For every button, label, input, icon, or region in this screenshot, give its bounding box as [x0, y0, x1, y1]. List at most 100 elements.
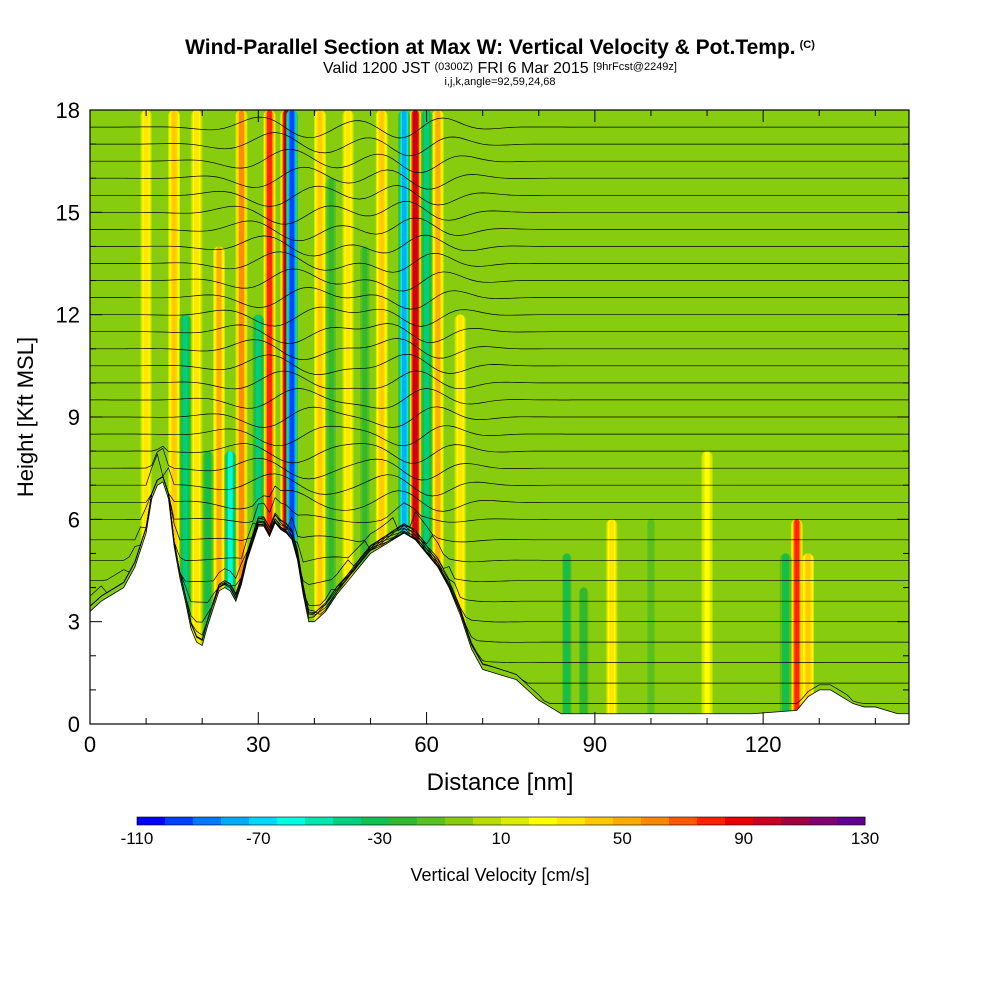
- y-axis-label: Height [Kft MSL]: [13, 337, 38, 497]
- isotherm-line: [90, 476, 909, 606]
- colorbar-swatch: [305, 817, 334, 825]
- isotherm-line: [90, 476, 909, 563]
- chart-title-row: Wind-Parallel Section at Max W: Vertical…: [0, 36, 1000, 60]
- colorbar-swatch: [361, 817, 390, 825]
- colorbar-swatch: [753, 817, 782, 825]
- updraft-band: [345, 110, 351, 724]
- valid-date: FRI 6 Mar 2015: [477, 60, 589, 77]
- colorbar-swatch: [669, 817, 698, 825]
- isotherm-line: [90, 406, 909, 428]
- updraft-band: [805, 553, 811, 724]
- colorbar-frame: [136, 816, 866, 826]
- downdraft-band: [564, 553, 570, 724]
- y-tick-label: 6: [68, 507, 80, 532]
- isotherm-line: [90, 116, 909, 139]
- isotherm-line: [90, 475, 909, 512]
- colorbar-swatch: [249, 817, 278, 825]
- colorbar-swatch: [193, 817, 222, 825]
- isotherm-line: [90, 132, 909, 157]
- x-tick-label: 0: [84, 732, 96, 757]
- colorbar-swatch: [725, 817, 754, 825]
- colorbar-label: Vertical Velocity [cm/s]: [410, 865, 589, 885]
- y-tick-label: 9: [68, 405, 80, 430]
- isotherm-line: [90, 476, 909, 543]
- colorbar-swatch: [837, 817, 866, 825]
- x-tick-label: 30: [246, 732, 270, 757]
- colorbar-tick-label: -70: [246, 829, 271, 848]
- y-axis: 0 3 6 9 12 15 18: [56, 98, 909, 737]
- chart-title: Wind-Parallel Section at Max W: Vertical…: [185, 36, 796, 59]
- chart-title-flag: (C): [799, 39, 815, 51]
- colorbar-swatch: [445, 817, 474, 825]
- isotherm-line: [90, 217, 909, 242]
- colorbar-swatch: [529, 817, 558, 825]
- isotherm-line: [90, 251, 909, 273]
- isotherm-line: [90, 234, 909, 257]
- x-axis: 0 30 60 90 120: [84, 110, 876, 757]
- section-params: i,j,k,angle=92,59,24,68: [444, 76, 556, 88]
- downdraft-band: [783, 553, 789, 724]
- y-tick-label: 12: [56, 303, 80, 328]
- isotherm-line: [90, 388, 909, 409]
- isotherm-line: [90, 323, 909, 344]
- colorbar-swatch: [781, 817, 810, 825]
- isotherm-line: [90, 149, 909, 174]
- colorbar-swatch: [473, 817, 502, 825]
- isotherm-line: [90, 370, 909, 390]
- valid-utc: (0300Z): [434, 61, 473, 73]
- isotherm-line: [90, 453, 909, 497]
- colorbar-swatch: [389, 817, 418, 825]
- isotherm-line: [90, 287, 909, 310]
- colorbar-swatch: [501, 817, 530, 825]
- plot-area: [90, 110, 909, 724]
- y-tick-label: 15: [56, 200, 80, 225]
- isotherm-line: [90, 476, 909, 684]
- valid-prefix: Valid 1200 JST: [322, 60, 431, 77]
- isotherm-line: [90, 338, 909, 361]
- colorbar-swatch: [697, 817, 726, 825]
- colorbar-swatch: [585, 817, 614, 825]
- isotherm-line: [90, 447, 909, 481]
- colorbar-swatch: [277, 817, 306, 825]
- updraft-band: [317, 110, 323, 724]
- isotherm-line: [90, 476, 909, 585]
- colorbar-swatch: [165, 817, 194, 825]
- downdraft-band: [328, 178, 334, 724]
- forecast-tag: [9hrFcst@2249z]: [593, 61, 677, 73]
- isotherm-line: [90, 185, 909, 207]
- isotherm-line: [90, 476, 909, 524]
- colorbar-tick-label: 50: [613, 829, 632, 848]
- isotherm-line: [90, 443, 909, 464]
- isotherm-line: [90, 354, 909, 375]
- isotherm-line: [90, 268, 909, 292]
- colorbar-swatch: [557, 817, 586, 825]
- y-tick-label: 3: [68, 610, 80, 635]
- colorbar-swatch: [417, 817, 446, 825]
- chart-subtitle: Valid 1200 JST (0300Z) FRI 6 Mar 2015 [9…: [0, 60, 1000, 78]
- colorbar-tick-label: 90: [734, 829, 753, 848]
- isotherm-line: [90, 475, 909, 623]
- colorbar-tick-label: -30: [367, 829, 392, 848]
- colorbar-tick-label: -110: [121, 829, 154, 848]
- terrain-mask: [90, 481, 909, 724]
- colorbar-swatch: [641, 817, 670, 825]
- x-axis-label: Distance [nm]: [427, 769, 574, 796]
- colorbar-swatch: [809, 817, 838, 825]
- colorbar-swatch: [221, 817, 250, 825]
- y-tick-label: 0: [68, 712, 80, 737]
- isotherm-line: [90, 425, 909, 447]
- isotherm-contours: [90, 116, 909, 704]
- y-tick-label: 18: [56, 98, 80, 123]
- isotherm-line: [90, 166, 909, 190]
- colorbar: [136, 816, 866, 826]
- x-tick-label: 60: [414, 732, 438, 757]
- x-tick-label: 90: [583, 732, 607, 757]
- colorbar-swatch: [137, 817, 166, 825]
- isotherm-line: [90, 201, 909, 225]
- x-tick-label: 120: [745, 732, 782, 757]
- isotherm-line: [90, 306, 909, 327]
- colorbar-tick-label: 10: [492, 829, 511, 848]
- colorbar-swatch: [613, 817, 642, 825]
- colorbar-ticks: -110 -70 -30 10 50 90 130: [121, 829, 880, 848]
